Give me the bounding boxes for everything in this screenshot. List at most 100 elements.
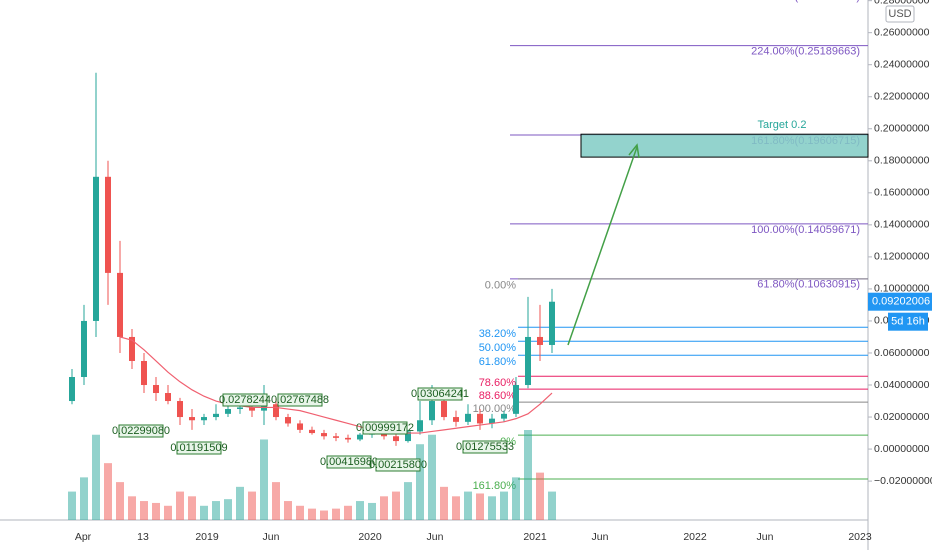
annotation: 0.00416980 [320,456,378,468]
fib-label: 61.80%(0.10630915) [757,279,860,291]
fib-label: 38.20% [479,328,517,340]
last-price: 0.09202006 [872,296,930,308]
volume-bar [128,496,136,520]
volume-bar [512,477,520,520]
candle-body [537,336,543,345]
candle-body [309,429,315,434]
candle-body [501,413,507,419]
volume-bar [416,444,424,520]
annotation-box [417,387,463,401]
volume-bar [140,501,148,520]
volume-bar [500,491,508,520]
annotation: 0.02299080 [112,425,170,437]
volume-bar [320,510,328,520]
annotation-box [462,440,508,454]
volume-bar [176,491,184,520]
x-tick-label: 13 [137,531,149,543]
x-tick-label: Jun [757,531,774,543]
fib-label: 261.80%(0.28582516) [751,0,860,3]
volume-bar [344,505,352,520]
volume-bar [284,501,292,520]
candle-body [525,336,531,386]
annotation-box [326,455,372,469]
x-tick-label: Jun [592,531,609,543]
fib-label: 161.80% [473,480,517,492]
x-tick-label: Jun [263,531,280,543]
candle-body [249,407,255,411]
candle-body [81,320,87,378]
candle-body [513,385,519,414]
volume-bar [212,501,220,520]
candle-body [141,360,147,386]
annotation: 0.00999172 [356,422,414,434]
candle-body [441,401,447,418]
volume-bar [152,502,160,520]
annotation: 0.01275533 [456,441,514,453]
candle-body [429,401,435,421]
y-tick-label: 0.28000000 [874,0,930,6]
candle-body [333,436,339,438]
candle-body [153,385,159,394]
moving-average [119,336,553,434]
candle-body [93,176,99,321]
volume-bar [68,491,76,520]
candle-body [357,434,363,440]
fib-label: 100.00% [473,403,517,415]
y-tick-label: −0.02000000 [874,475,932,487]
candle-body [117,272,123,337]
volume-bar [404,482,412,520]
y-tick-label: 0.02000000 [874,411,930,423]
y-tick-label: 0.18000000 [874,155,930,167]
arrow-head [628,143,640,159]
candle-body [381,433,387,437]
y-tick-label: 0.12000000 [874,251,930,263]
fib-label: 88.60% [479,390,517,402]
fib-label: 50.00% [479,342,517,354]
target-label: Target 0.2 [758,119,807,131]
candle-body [69,377,75,402]
volume-bar [440,486,448,520]
annotation: 0.01191509 [170,442,227,454]
annotation-box [362,421,408,435]
candle-body [225,409,231,414]
currency-box [885,5,915,23]
y-tick-label: 0.06000000 [874,347,930,359]
candle-body [465,413,471,422]
candle-body [237,407,243,410]
annotation: 0.00215800 [369,459,427,471]
candle-body [285,417,291,424]
candle-body [273,404,279,418]
target-zone [580,133,869,158]
volume-bar [452,496,460,520]
annotation: 0.03064241 [411,388,469,400]
y-tick-label: 0.24000000 [874,58,930,70]
y-tick-label: 0.22000000 [874,91,930,103]
y-tick-label: 0.20000000 [874,123,930,135]
volume-bar [92,434,100,520]
volume-bar [224,499,232,520]
annotation-box [222,393,268,407]
volume-bar [476,493,484,520]
volume-bar [236,486,244,520]
y-tick-label: 0.16000000 [874,187,930,199]
volume-bar [524,430,532,520]
candle-body [189,417,195,421]
volume-bar [488,496,496,520]
volume-bar [548,491,556,520]
candle-body [129,336,135,361]
annotation: 0.02767488 [271,394,329,406]
candle-body [453,417,459,422]
volume-bar [392,491,400,520]
volume-bar [308,508,316,520]
arrow [567,146,638,346]
volume-bar [428,434,436,520]
volume-bar [188,496,196,520]
fib-label: 100.00%(0.14059671) [751,224,860,236]
annotation-box [375,458,421,472]
volume-bar [356,501,364,520]
candle-body [405,431,411,442]
y-tick-label: 0.10000000 [874,283,930,295]
annotation-box [118,424,164,438]
